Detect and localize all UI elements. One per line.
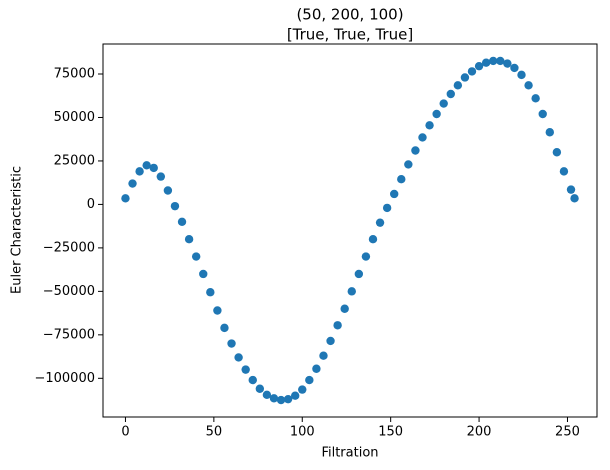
scatter-point	[298, 385, 307, 394]
scatter-point	[467, 67, 477, 76]
scatter-point	[418, 133, 427, 142]
scatter-point	[227, 339, 236, 348]
scatter-point	[390, 189, 399, 199]
scatter-point	[262, 390, 272, 400]
scatter-point	[545, 128, 554, 137]
x-tick-label: 250	[555, 425, 580, 440]
scatter-point	[305, 375, 314, 385]
y-tick-label: −50000	[43, 284, 95, 299]
x-tick-label: 100	[290, 425, 315, 440]
scatter-point	[566, 185, 576, 194]
scatter-point	[432, 109, 441, 119]
scatter-point	[347, 287, 356, 296]
x-tick-label: 200	[467, 425, 492, 440]
scatter-point	[121, 194, 130, 203]
y-tick-label: −25000	[43, 240, 95, 255]
scatter-point	[326, 336, 335, 346]
scatter-point	[481, 58, 491, 67]
scatter-point	[517, 70, 526, 80]
x-axis-label: Filtration	[321, 446, 378, 461]
scatter-point	[446, 89, 455, 99]
chart-title: (50, 200, 100)	[296, 6, 403, 24]
scatter-point	[474, 61, 484, 71]
scatter-point	[191, 252, 201, 261]
scatter-point	[524, 81, 533, 90]
scatter-point	[333, 321, 342, 330]
scatter-point	[531, 94, 540, 103]
scatter-point	[404, 160, 413, 169]
scatter-point	[397, 175, 406, 184]
scatter-point	[489, 56, 498, 66]
scatter-point	[206, 288, 215, 297]
chart-subtitle: [True, True, True]	[287, 26, 413, 44]
scatter-point	[248, 375, 257, 385]
scatter-point	[411, 146, 420, 155]
scatter-point	[570, 194, 579, 203]
y-tick-label: −75000	[43, 327, 95, 342]
y-tick-label: 0	[87, 197, 95, 212]
scatter-point	[213, 306, 222, 315]
scatter-point	[496, 56, 505, 66]
scatter-point	[354, 269, 364, 279]
scatter-point	[375, 218, 385, 227]
scatter-point	[510, 63, 519, 73]
scatter-point	[312, 364, 321, 373]
y-tick-label: −100000	[34, 371, 95, 386]
scatter-point	[425, 121, 434, 130]
scatter-point	[368, 234, 378, 244]
y-tick-label: 50000	[54, 110, 95, 125]
scatter-point	[163, 186, 173, 195]
y-tick-label: 75000	[54, 66, 95, 81]
scatter-point	[156, 172, 166, 181]
scatter-point	[283, 394, 293, 404]
scatter-point	[269, 394, 279, 403]
scatter-point	[149, 163, 158, 173]
scatter-point	[234, 353, 243, 362]
scatter-point	[552, 148, 562, 157]
scatter-point	[382, 203, 392, 213]
scatter-point	[184, 234, 194, 244]
scatter-point	[538, 109, 547, 119]
x-tick-label: 150	[378, 425, 403, 440]
scatter-point	[199, 269, 208, 279]
scatter-point	[255, 384, 265, 393]
scatter-point	[177, 217, 187, 227]
x-tick-label: 50	[206, 425, 223, 440]
scatter-point	[220, 323, 229, 333]
scatter-point	[340, 304, 349, 313]
scatter-point	[276, 395, 286, 405]
x-tick-label: 0	[121, 425, 129, 440]
scatter-point	[290, 391, 300, 400]
scatter-point	[503, 59, 512, 68]
scatter-point	[319, 351, 328, 360]
y-tick-label: 25000	[54, 153, 95, 168]
scatter-point	[439, 99, 448, 108]
scatter-point	[559, 167, 569, 176]
scatter-point	[460, 73, 470, 82]
scatter-point	[142, 161, 151, 170]
scatter-point	[170, 201, 180, 211]
scatter-point	[361, 252, 371, 261]
y-axis-label: Euler Characteristic	[10, 166, 25, 294]
scatter-point	[241, 365, 250, 374]
scatter-point	[135, 167, 144, 176]
plot-frame	[102, 43, 598, 418]
scatter-point	[128, 179, 137, 188]
scatter-point	[453, 81, 463, 90]
